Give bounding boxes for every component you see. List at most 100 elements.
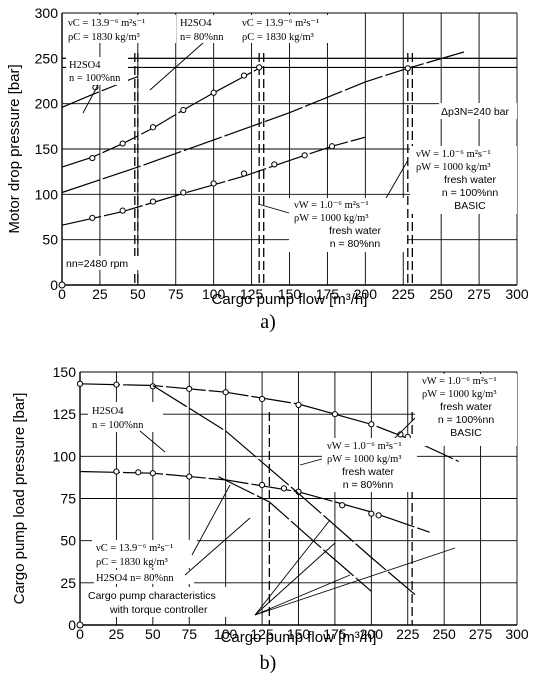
data-point-fresh100: [187, 386, 192, 391]
data-point-acid80: [181, 107, 186, 112]
data-point-fresh100: [114, 382, 119, 387]
y-tick-label: 75: [60, 491, 76, 507]
y-tick-label: 50: [60, 533, 76, 549]
y-tick-label: 200: [35, 96, 59, 112]
data-point-fresh80: [114, 469, 119, 474]
annotation-acid-label-2: H2SO4: [180, 18, 212, 29]
y-axis-label: Motor drop pressure [bar]: [6, 64, 23, 233]
annotation-acid-label: H2SO4: [92, 406, 124, 417]
data-point-fresh80: [241, 171, 246, 176]
annotation-density-water-2: ρW = 1000 kg/m³: [294, 213, 369, 224]
data-point-fresh80: [136, 470, 141, 475]
data-point-fresh100: [259, 396, 264, 401]
y-tick-label: 0: [68, 617, 76, 633]
annotation-viscosity-water-1: νW = 1.0⁻⁶ m²s⁻¹: [416, 149, 491, 160]
chart-b: 0 25 50 75 100 125 150 175 200 225 250 275 300025507…: [11, 364, 529, 674]
annotation-speed-water-2: n = 80%nn: [330, 238, 381, 250]
x-axis-label: Cargo pump flow [m³/h]: [221, 629, 377, 646]
data-point-fresh80: [181, 190, 186, 195]
data-point-fresh80: [329, 144, 334, 149]
annotation-density-acid-2: ρC = 1830 kg/m³: [242, 32, 314, 43]
annotation-density-water-1: ρW = 1000 kg/m³: [422, 389, 497, 400]
data-point-fresh100: [369, 422, 374, 427]
annotation-basic: BASIC: [450, 427, 482, 439]
annotation-characteristics-2: with torque controller: [109, 604, 208, 616]
y-tick-label: 150: [35, 141, 59, 157]
x-tick-label: 300: [505, 286, 529, 302]
annotation-acid-speed-80: H2SO4 n= 80%nn: [96, 573, 174, 584]
data-point-fresh80: [302, 153, 307, 158]
x-tick-label: 225: [392, 286, 416, 302]
leader-line: [83, 85, 98, 113]
data-point-acid80: [257, 65, 262, 70]
leader-line: [192, 485, 230, 555]
leader-line: [255, 548, 455, 615]
annotation-fresh-water-2: fresh water: [329, 225, 381, 237]
data-point-fresh80: [150, 471, 155, 476]
data-point-acid80: [150, 125, 155, 130]
y-axis-label: Cargo pump load pressure [bar]: [11, 393, 28, 605]
x-tick-label: 225: [396, 626, 420, 642]
annotation-viscosity-water-2: νW = 1.0⁻⁶ m²s⁻¹: [294, 200, 369, 211]
annotation-speed-water-1: n = 100%nn: [442, 187, 499, 199]
annotation-speed-water-1: n = 100%nn: [438, 414, 495, 426]
series-line-acid80: [218, 477, 371, 592]
y-tick-label: 250: [35, 50, 59, 66]
data-point-fresh100: [296, 402, 301, 407]
data-point-fresh80: [272, 162, 277, 167]
leader-line: [255, 543, 335, 615]
data-point-fresh80: [187, 474, 192, 479]
annotation-viscosity-acid: νC = 13.9⁻⁶ m²s⁻¹: [96, 543, 173, 554]
annotation-viscosity-water-2: νW = 1.0⁻⁶ m²s⁻¹: [327, 441, 402, 452]
x-tick-label: 275: [469, 626, 493, 642]
data-point-fresh100: [405, 66, 410, 71]
x-tick-label: 0: [76, 626, 84, 642]
data-point-acid80: [211, 90, 216, 95]
x-tick-label: 75: [181, 626, 197, 642]
annotation-basic: BASIC: [454, 200, 486, 212]
data-point-fresh80: [281, 486, 286, 491]
x-tick-label: 25: [109, 626, 125, 642]
y-tick-label: 125: [53, 406, 77, 422]
annotation-viscosity-water-1: νW = 1.0⁻⁶ m²s⁻¹: [422, 376, 497, 387]
annotation-viscosity-acid-2: νC = 13.9⁻⁶ m²s⁻¹: [242, 18, 319, 29]
data-point-fresh80: [211, 181, 216, 186]
panel-label: b): [260, 652, 277, 674]
x-tick-label: 50: [130, 286, 146, 302]
data-point-fresh80: [120, 208, 125, 213]
annotation-fresh-water-1: fresh water: [444, 174, 496, 186]
annotation-speed-100: n = 100%nn: [69, 73, 121, 84]
x-tick-label: 275: [467, 286, 491, 302]
annotation-fresh-water-1: fresh water: [440, 401, 492, 413]
annotation-fresh-water-2: fresh water: [342, 466, 394, 478]
panel-label: a): [260, 311, 276, 333]
annotation-density-acid: ρC = 1830 kg/m³: [68, 32, 140, 43]
data-point-fresh80: [376, 513, 381, 518]
x-axis-label: Cargo pump flow [m³/h]: [212, 291, 368, 308]
y-tick-label: 50: [42, 232, 58, 248]
x-tick-label: 250: [432, 626, 456, 642]
data-point-acid80: [241, 73, 246, 78]
leader-line: [150, 43, 203, 90]
annotation-characteristics-1: Cargo pump characteristics: [88, 590, 216, 602]
data-point-fresh80: [259, 482, 264, 487]
leader-line: [255, 520, 330, 615]
leader-line: [300, 459, 322, 465]
x-tick-label: 75: [168, 286, 184, 302]
x-tick-label: 0: [58, 286, 66, 302]
annotation-density-water-2: ρW = 1000 kg/m³: [327, 454, 402, 465]
data-point-fresh100: [332, 412, 337, 417]
annotation-density-acid: ρC = 1830 kg/m³: [96, 557, 168, 568]
data-point-fresh100: [77, 381, 82, 386]
annotation-speed-80: n= 80%nn: [180, 32, 224, 43]
annotation-delta-p: Δp3N=240 bar: [441, 106, 510, 118]
annotation-density-water-1: ρW = 1000 kg/m³: [416, 162, 491, 173]
annotation-acid-label: H2SO4: [69, 60, 101, 71]
y-tick-label: 25: [60, 575, 76, 591]
annotation-rpm: nn=2480 rpm: [66, 258, 128, 270]
annotation-viscosity-acid: νC = 13.9⁻⁶ m²s⁻¹: [68, 18, 145, 29]
data-point-acid80: [90, 155, 95, 160]
y-tick-label: 0: [50, 277, 58, 293]
x-tick-label: 300: [505, 626, 529, 642]
